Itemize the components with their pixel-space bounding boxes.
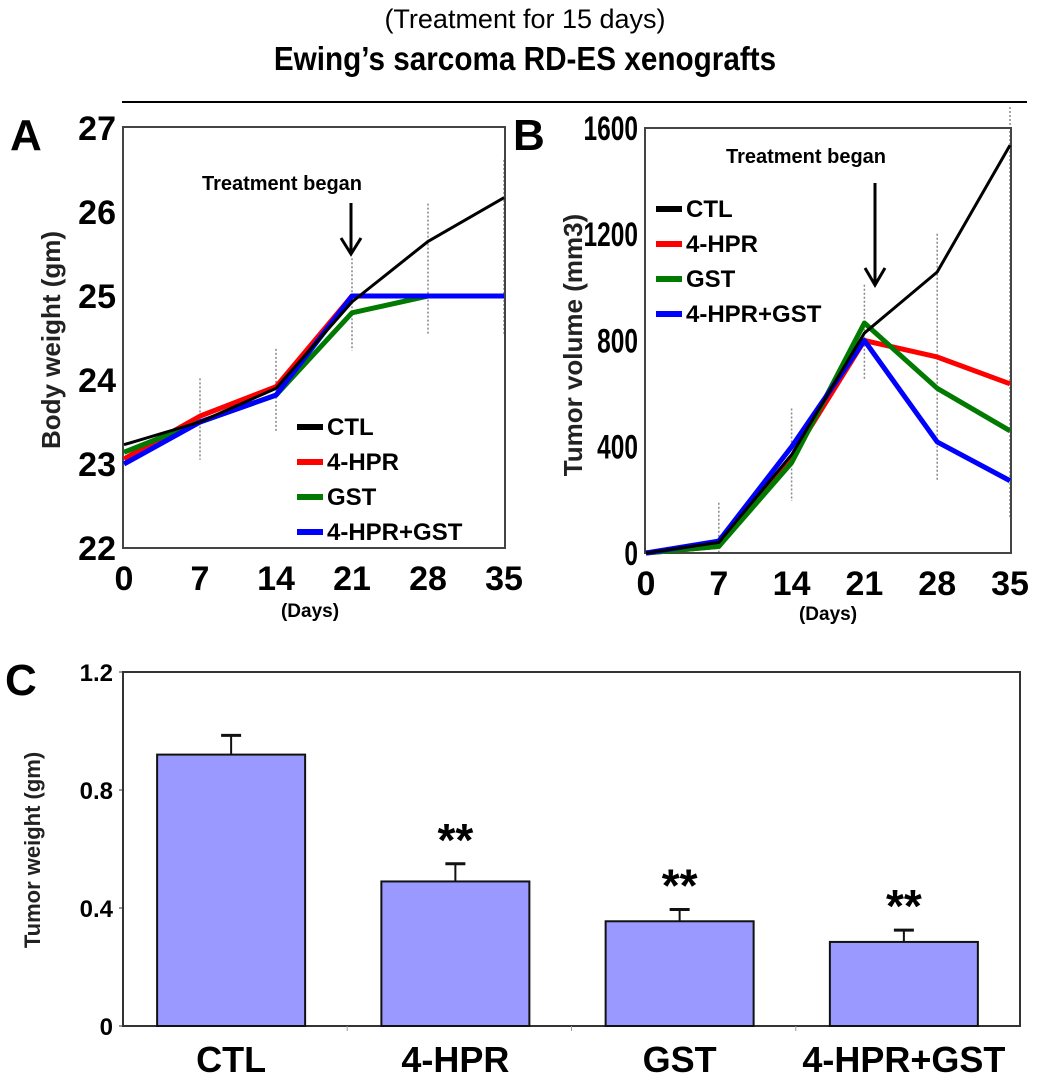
bar-ctl (156, 753, 307, 1027)
y-tick-label: 25 (78, 278, 116, 316)
panel-c: C Tumor weight (gm) 0 0.4 0.8 1.2 ** ** ** CT… (5, 656, 1021, 1080)
panel-c-y-ticks: 0 0.4 0.8 1.2 (80, 660, 123, 1041)
series-line-4-hpr-gst (645, 338, 1012, 556)
significance-marker: ** (437, 814, 473, 866)
legend-label: 4-HPR+GST (327, 519, 463, 546)
y-tick-label: 26 (78, 194, 116, 232)
significance-marker: ** (662, 859, 698, 911)
significance-marker: ** (886, 880, 922, 932)
series-line-4-hpr (645, 338, 1011, 556)
category-label: 4-HPR (401, 1039, 509, 1080)
legend-label: GST (327, 484, 377, 511)
panel-a-legend: CTL 4-HPR GST 4-HPR+GST (297, 414, 463, 546)
panel-b-y-label: Tumor volume (mm3) (558, 214, 588, 476)
y-tick-label: 0.8 (80, 778, 113, 805)
x-tick-label: 35 (991, 565, 1029, 603)
y-tick-label: 0.4 (80, 896, 114, 923)
panel-letter-a: A (10, 111, 42, 160)
panel-b: B Tumor volume (mm3) 0 400 800 1200 1600 0 7 1… (513, 107, 1029, 625)
y-tick-label: 22 (78, 530, 116, 568)
legend-label: 4-HPR+GST (686, 301, 822, 328)
panel-a-annotation: Treatment began (202, 173, 362, 195)
legend-label: CTL (686, 196, 733, 223)
panel-c-y-label: Tumor weight (gm) (20, 752, 45, 948)
panel-b-annotation: Treatment began (726, 146, 886, 168)
y-tick-label: 400 (597, 429, 638, 467)
figure-subtitle: (Treatment for 15 days) (384, 4, 666, 34)
bar-4-hpr-gst (828, 940, 979, 1027)
panel-b-series (645, 144, 1012, 556)
x-tick-label: 0 (637, 565, 656, 603)
y-tick-label: 1200 (584, 216, 638, 254)
series-line-ctl (123, 196, 505, 447)
y-tick-label: 0 (100, 1014, 113, 1041)
x-tick-label: 28 (918, 565, 956, 603)
legend-label: 4-HPR (327, 449, 399, 476)
panel-a-y-ticks: 22 23 24 25 26 27 (78, 110, 116, 568)
x-tick-label: 0 (115, 560, 134, 598)
panel-b-legend: CTL 4-HPR GST 4-HPR+GST (656, 196, 822, 328)
legend-label: GST (686, 266, 736, 293)
panel-letter-c: C (5, 656, 37, 705)
panel-c-bars: ** ** ** (156, 733, 979, 1028)
legend-label: CTL (327, 414, 374, 441)
panel-b-arrow-icon (863, 183, 887, 288)
panel-a-arrow-icon (339, 203, 363, 257)
x-tick-label: 28 (409, 560, 447, 598)
figure-title: Ewing’s sarcoma RD-ES xenografts (273, 40, 777, 77)
panel-b-x-ticks: 0 7 14 21 28 35 (637, 565, 1029, 603)
panel-b-x-label: (Days) (799, 604, 857, 625)
category-label: GST (643, 1039, 717, 1080)
y-tick-label: 23 (78, 446, 116, 484)
series-line-ctl (645, 144, 1012, 555)
panel-b-y-ticks: 0 400 800 1200 1600 (584, 110, 638, 573)
y-tick-label: 800 (597, 323, 638, 361)
panel-a: A Body weight (gm) 22 23 24 25 26 27 0 7 14 21 28… (10, 110, 523, 622)
category-label: 4-HPR+GST (802, 1039, 1005, 1080)
series-line-gst (645, 320, 1012, 556)
y-tick-label: 27 (78, 110, 116, 148)
legend-label: 4-HPR (686, 231, 758, 258)
x-tick-label: 7 (709, 565, 728, 603)
panel-a-plot-frame (122, 126, 506, 549)
x-tick-label: 35 (485, 560, 523, 598)
x-tick-label: 7 (191, 560, 210, 598)
panel-a-series (122, 196, 505, 467)
x-tick-label: 21 (845, 565, 883, 603)
series-line-4-hpr-gst (122, 293, 504, 467)
bar-gst (604, 920, 755, 1028)
panel-b-plot-frame (644, 127, 1012, 554)
panel-a-x-ticks: 0 7 14 21 28 35 (115, 560, 523, 598)
title-rule (122, 101, 1027, 103)
x-tick-label: 21 (333, 560, 371, 598)
panel-a-y-label: Body weight (gm) (36, 231, 66, 449)
y-tick-label: 0 (624, 535, 638, 573)
panel-a-x-label: (Days) (281, 601, 339, 622)
x-tick-label: 14 (257, 560, 295, 598)
y-tick-label: 24 (78, 362, 116, 400)
panel-letter-b: B (513, 111, 545, 160)
bar-4-hpr (380, 880, 531, 1028)
category-label: CTL (196, 1039, 266, 1080)
x-tick-label: 14 (773, 565, 811, 603)
panel-c-categories: CTL 4-HPR GST 4-HPR+GST (196, 1026, 1005, 1080)
y-tick-label: 1600 (584, 110, 638, 148)
y-tick-label: 1.2 (80, 660, 113, 687)
